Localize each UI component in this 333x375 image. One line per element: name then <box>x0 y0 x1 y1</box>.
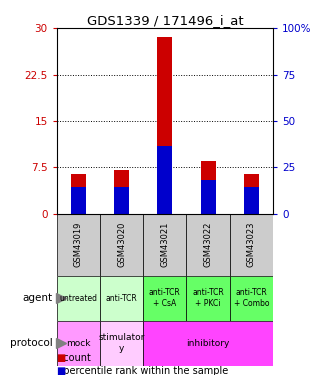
Bar <box>114 170 129 214</box>
Bar <box>71 174 86 214</box>
Text: GSM43022: GSM43022 <box>203 222 213 267</box>
Text: anti-TCR: anti-TCR <box>106 294 138 303</box>
Bar <box>244 174 259 214</box>
Bar <box>244 187 259 214</box>
Text: GSM43023: GSM43023 <box>247 222 256 267</box>
Text: GSM43021: GSM43021 <box>160 222 169 267</box>
Bar <box>57 321 100 366</box>
Text: protocol: protocol <box>10 338 52 348</box>
Bar <box>100 214 143 276</box>
Bar <box>230 214 273 276</box>
Bar <box>100 276 143 321</box>
Text: anti-TCR
+ PKCi: anti-TCR + PKCi <box>192 288 224 308</box>
Text: percentile rank within the sample: percentile rank within the sample <box>57 366 228 375</box>
Bar <box>157 146 172 214</box>
Bar <box>143 276 186 321</box>
Bar <box>200 180 216 214</box>
Text: agent: agent <box>22 293 52 303</box>
Text: anti-TCR
+ Combo: anti-TCR + Combo <box>234 288 269 308</box>
Bar <box>143 321 273 366</box>
Text: inhibitory: inhibitory <box>186 339 230 348</box>
Title: GDS1339 / 171496_i_at: GDS1339 / 171496_i_at <box>87 14 243 27</box>
Text: anti-TCR
+ CsA: anti-TCR + CsA <box>149 288 181 308</box>
Bar <box>114 187 129 214</box>
Bar <box>57 214 100 276</box>
Bar <box>143 214 186 276</box>
Text: mock: mock <box>66 339 91 348</box>
Bar <box>157 38 172 214</box>
Text: ■: ■ <box>57 353 66 363</box>
Bar <box>57 276 100 321</box>
Text: untreated: untreated <box>59 294 97 303</box>
Text: count: count <box>57 353 91 363</box>
Text: GSM43020: GSM43020 <box>117 222 126 267</box>
Bar <box>71 187 86 214</box>
Bar <box>230 276 273 321</box>
Text: stimulator
y: stimulator y <box>98 333 145 353</box>
Bar <box>186 214 230 276</box>
Bar <box>100 321 143 366</box>
Text: ■: ■ <box>57 366 66 375</box>
Bar <box>186 276 230 321</box>
Text: GSM43019: GSM43019 <box>74 222 83 267</box>
Bar <box>200 161 216 214</box>
